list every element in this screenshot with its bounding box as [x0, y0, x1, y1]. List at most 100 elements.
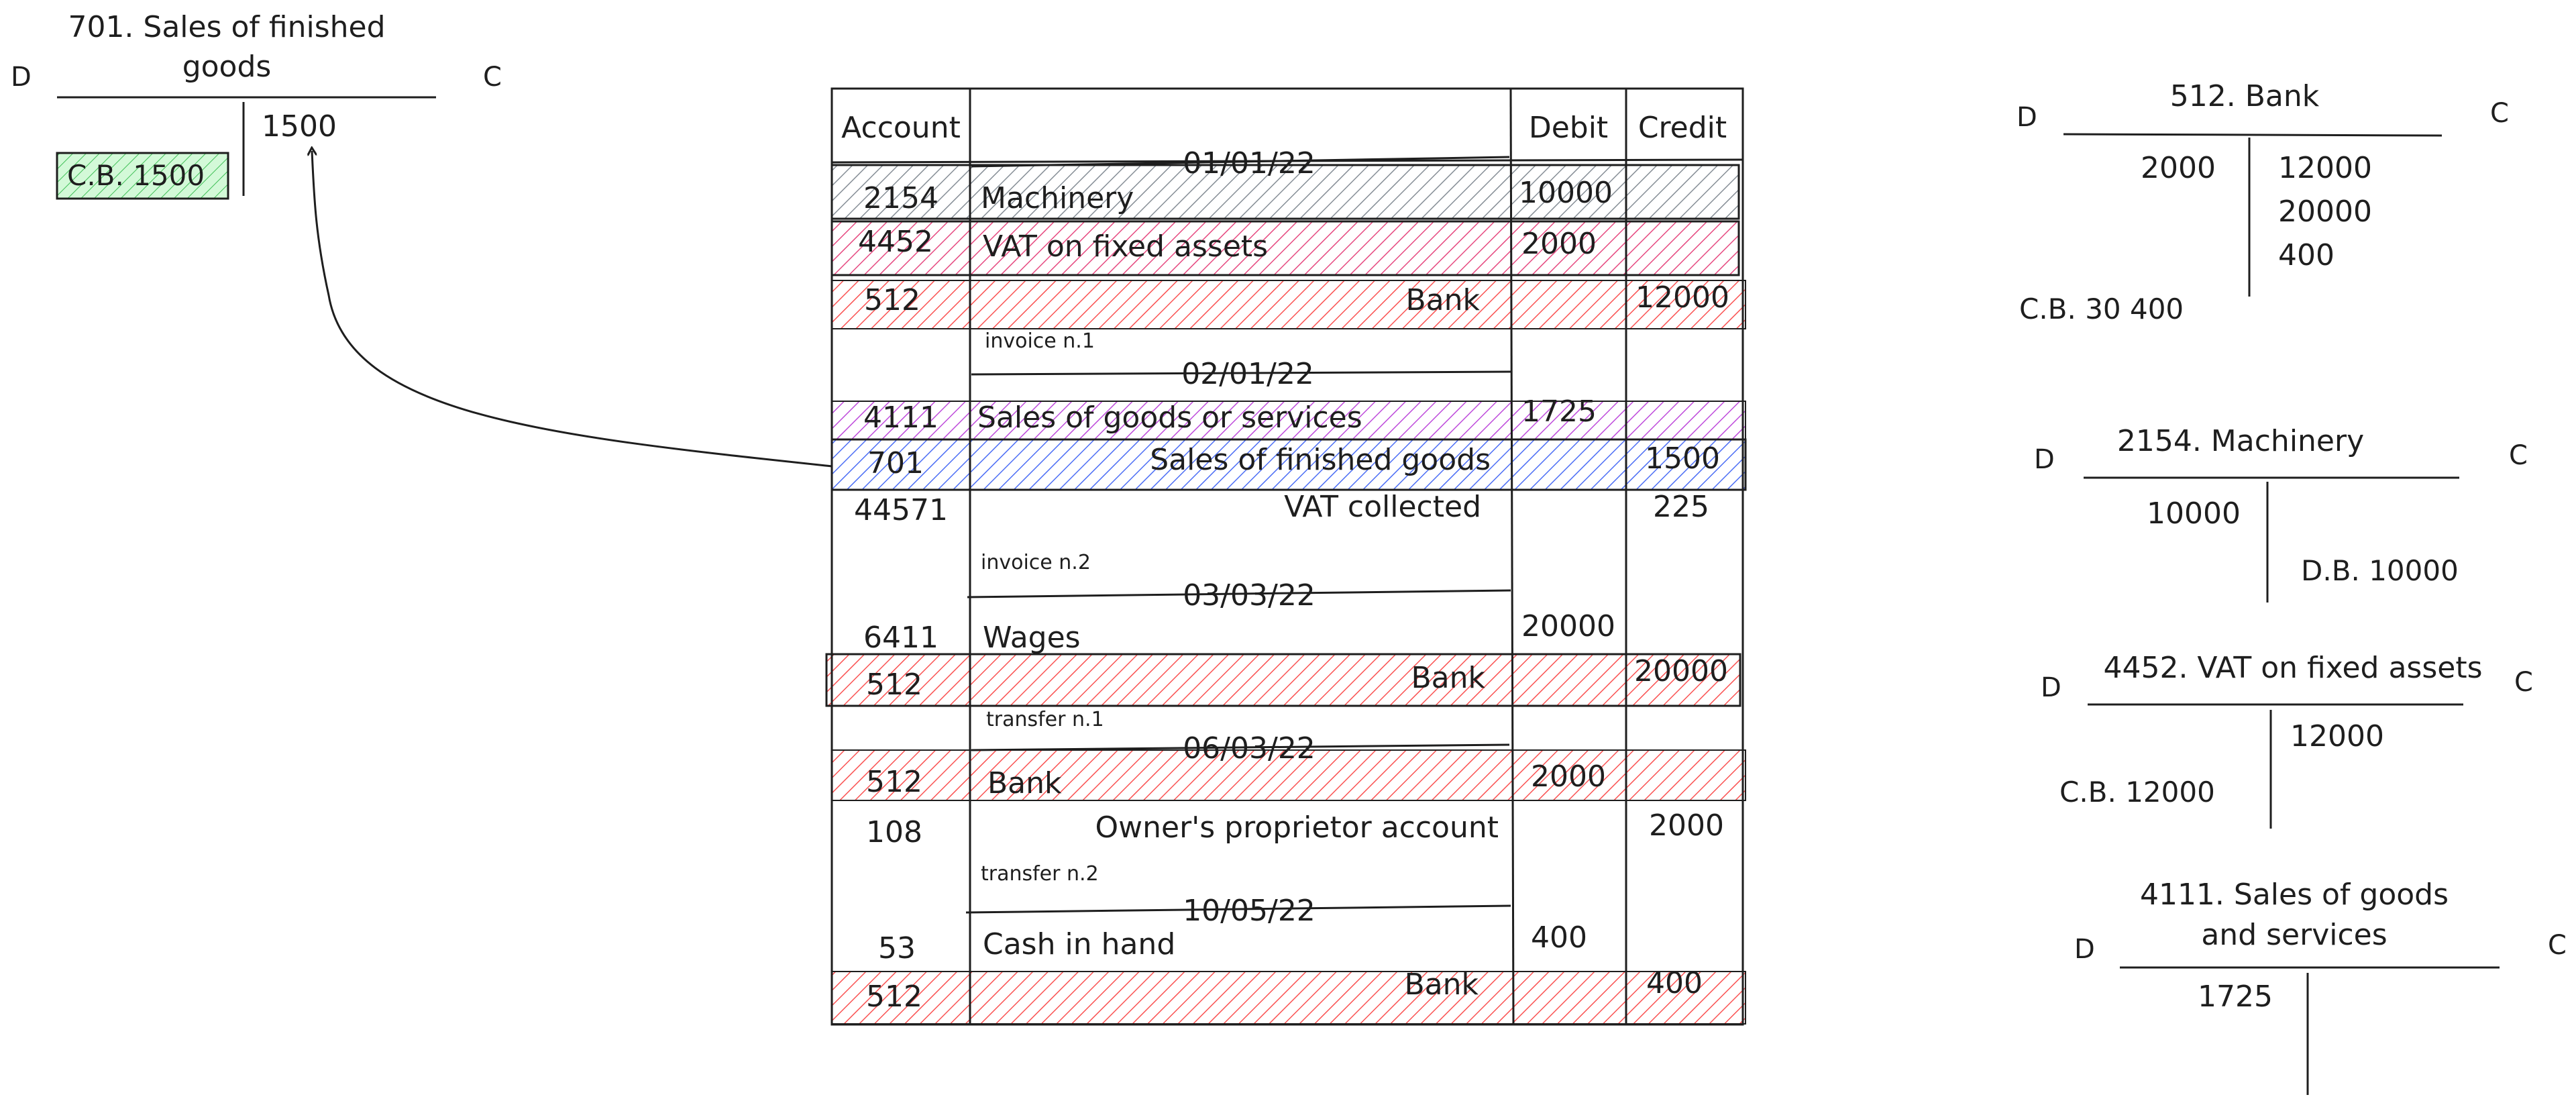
debit-entry: 1725 [2198, 980, 2273, 1014]
row-label: Wages [983, 621, 1081, 655]
t-account-title-line2: goods [182, 50, 272, 84]
row-debit: 2000 [1521, 227, 1597, 261]
credit-side-label: C [2514, 667, 2533, 698]
date-label: 10/05/22 [1183, 894, 1316, 928]
row-account: 44571 [854, 493, 948, 527]
row-account: 701 [867, 446, 924, 480]
balance-label: C.B. 12000 [2059, 776, 2215, 808]
credit-entry: 12000 [2278, 151, 2372, 185]
header-debit: Debit [1529, 111, 1608, 145]
date-label: 03/03/22 [1183, 578, 1316, 613]
row-debit: 1725 [1521, 395, 1597, 429]
t-account-title-line1: 701. Sales of finished [68, 10, 385, 44]
row-account: 2154 [863, 181, 938, 215]
row-label: Bank [1404, 967, 1479, 1002]
row-credit: 225 [1653, 490, 1709, 524]
row-highlight-pink [830, 220, 1740, 276]
credit-entry: 20000 [2278, 195, 2372, 229]
row-account: 512 [866, 980, 922, 1014]
row-debit: 20000 [1521, 609, 1615, 643]
t-account-title: 2154. Machinery [2117, 424, 2364, 458]
row-account: 512 [864, 283, 920, 317]
row-account: 4452 [858, 225, 933, 259]
credit-side-label: C [2548, 930, 2567, 961]
row-debit: 10000 [1519, 176, 1613, 210]
debit-entry: 2000 [2141, 151, 2216, 185]
t-account-sales-of-goods: 4111. Sales of goods and services D C 17… [2074, 878, 2567, 1095]
date-separator-line [965, 904, 1511, 914]
balance-highlight [56, 152, 229, 200]
row-label: Cash in hand [983, 927, 1175, 961]
row-highlight-red [831, 280, 1746, 329]
t-account-vat-fixed-assets: 4452. VAT on fixed assets D C 12000 C.B.… [2041, 651, 2533, 829]
row-account: 512 [866, 668, 922, 702]
row-credit: 12000 [1635, 280, 1729, 315]
credit-entry: 400 [2278, 238, 2334, 272]
note-label: transfer n.1 [986, 708, 1104, 731]
credit-side-label: C [2490, 98, 2509, 129]
balance-label: C.B. 30 400 [2019, 293, 2184, 325]
row-label: Machinery [981, 181, 1134, 215]
journal-table: Account Debit Credit 01/01/22 02/01/22 i… [825, 87, 1747, 1026]
date-label: 02/01/22 [1181, 357, 1314, 391]
row-account: 53 [878, 931, 916, 965]
date-separator-line [967, 589, 1511, 598]
row-credit: 2000 [1649, 808, 1724, 843]
row-label: VAT collected [1284, 490, 1481, 524]
header-account: Account [841, 111, 961, 145]
balance-label: D.B. 10000 [2301, 554, 2459, 587]
note-label: invoice n.1 [985, 329, 1095, 353]
row-account: 108 [866, 815, 922, 849]
row-label: VAT on fixed assets [983, 229, 1268, 264]
note-label: invoice n.2 [981, 551, 1091, 574]
credit-side-label: C [2509, 440, 2528, 471]
connector-arrow [312, 151, 833, 468]
row-label: Sales of finished goods [1150, 443, 1491, 477]
debit-side-label: D [2034, 444, 2055, 475]
row-debit: 2000 [1531, 760, 1606, 794]
row-highlight-gray [830, 164, 1740, 220]
row-credit: 400 [1646, 966, 1703, 1000]
row-label: Bank [1411, 661, 1485, 695]
t-account-machinery: 2154. Machinery D C 10000 D.B. 10000 [2034, 424, 2528, 603]
row-label: Sales of goods or services [977, 401, 1362, 435]
row-account: 512 [866, 765, 922, 799]
date-separator-line [971, 743, 1510, 751]
row-highlight-red [831, 971, 1746, 1025]
header-credit: Credit [1638, 111, 1727, 145]
date-separator-line [971, 370, 1511, 376]
row-debit: 400 [1531, 921, 1587, 955]
date-label: 06/03/22 [1183, 731, 1316, 766]
row-highlight-red [831, 749, 1746, 801]
row-label: Owner's proprietor account [1095, 810, 1499, 845]
debit-side-label: D [2017, 102, 2037, 133]
debit-side-label: D [11, 62, 32, 93]
credit-side-label: C [483, 62, 502, 93]
row-label: Bank [987, 766, 1062, 800]
t-account-horizontal-line [2063, 133, 2443, 137]
t-account-sales-finished-goods: 701. Sales of finished goods D C 1500 C.… [11, 10, 502, 200]
row-highlight-red [825, 653, 1741, 707]
t-account-title: 4452. VAT on fixed assets [2103, 651, 2482, 685]
row-account: 4111 [863, 401, 938, 435]
date-label: 01/01/22 [1183, 146, 1316, 180]
balance-label: C.B. 1500 [67, 159, 205, 192]
t-account-title-line1: 4111. Sales of goods [2140, 878, 2449, 912]
t-account-bank: 512. Bank D C 2000 12000 20000 400 C.B. … [2017, 79, 2509, 325]
row-label: Bank [1405, 283, 1480, 317]
debit-entry: 10000 [2147, 496, 2241, 531]
row-credit: 20000 [1634, 654, 1728, 688]
debit-side-label: D [2074, 934, 2095, 965]
row-credit: 1500 [1645, 441, 1720, 476]
t-account-title: 512. Bank [2170, 79, 2320, 113]
column-divider [1509, 88, 1515, 1025]
debit-side-label: D [2041, 672, 2061, 703]
credit-entry: 12000 [2290, 719, 2384, 753]
row-account: 6411 [863, 621, 938, 655]
note-label: transfer n.2 [981, 862, 1099, 886]
t-account-title-line2: and services [2201, 918, 2387, 952]
date-separator-line [971, 156, 1510, 168]
credit-entry-1500: 1500 [262, 109, 337, 144]
table-border [830, 87, 1744, 1026]
